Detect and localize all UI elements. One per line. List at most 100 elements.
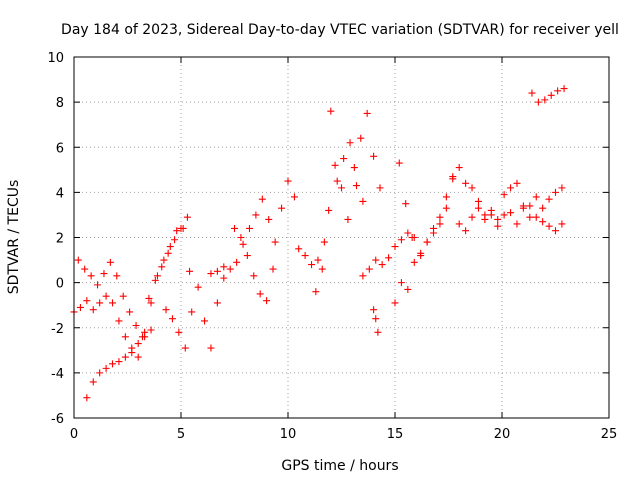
data-point (312, 288, 320, 296)
data-point (96, 369, 104, 377)
series-arc-i (359, 175, 566, 280)
data-point (370, 306, 378, 314)
data-point (243, 252, 251, 260)
data-point (397, 279, 405, 287)
data-point (233, 258, 241, 266)
data-point (256, 290, 264, 298)
data-point (113, 272, 121, 280)
data-point (128, 349, 136, 357)
data-point (402, 200, 410, 208)
data-point (481, 211, 489, 219)
data-point (494, 215, 502, 223)
data-point (201, 317, 209, 325)
data-point (397, 236, 405, 244)
data-point (151, 276, 159, 284)
data-point (462, 227, 470, 235)
x-tick-label: 5 (177, 427, 185, 442)
data-point (239, 240, 247, 248)
data-point (545, 195, 553, 203)
data-point (213, 299, 221, 307)
data-point (500, 211, 508, 219)
data-point (385, 254, 393, 262)
data-point (74, 256, 82, 264)
data-point (265, 215, 273, 223)
series-arc-j (391, 164, 566, 307)
data-point (357, 134, 365, 142)
data-point (474, 197, 482, 205)
data-point (547, 91, 555, 99)
data-point (333, 177, 341, 185)
data-point (220, 274, 228, 282)
y-tick-label: -4 (51, 367, 64, 382)
data-point (513, 220, 521, 228)
data-point (378, 261, 386, 269)
data-point (213, 267, 221, 275)
data-point (271, 238, 279, 246)
data-point (134, 353, 142, 361)
data-point (539, 218, 547, 226)
y-tick-label: 10 (47, 51, 64, 66)
series-arc-h (312, 109, 384, 296)
series-arc-m (370, 306, 382, 336)
data-point (226, 265, 234, 273)
data-point (519, 202, 527, 210)
data-point (320, 238, 328, 246)
data-point (526, 202, 534, 210)
data-point (442, 193, 450, 201)
data-point (346, 139, 354, 147)
data-point (290, 193, 298, 201)
data-point (513, 179, 521, 187)
data-point (166, 243, 174, 251)
data-point (89, 306, 97, 314)
data-point (539, 204, 547, 212)
data-point (359, 197, 367, 205)
data-point (532, 213, 540, 221)
data-point (395, 159, 403, 167)
data-point (487, 211, 495, 219)
data-point (436, 220, 444, 228)
data-point (376, 184, 384, 192)
data-point (545, 222, 553, 230)
data-point (314, 256, 322, 264)
data-point (455, 164, 463, 172)
data-point (552, 227, 559, 235)
series-arc-l (528, 85, 568, 106)
data-point (295, 245, 303, 253)
data-point (269, 265, 277, 273)
data-point (560, 85, 568, 93)
series-arc-g (295, 107, 367, 269)
data-point (83, 394, 91, 402)
data-point (442, 204, 450, 212)
data-point (308, 261, 316, 269)
data-point (430, 224, 438, 232)
data-point (237, 234, 245, 241)
data-point (372, 256, 380, 264)
data-point (408, 234, 416, 241)
data-point (404, 285, 412, 293)
data-point (558, 220, 566, 228)
data-point (220, 263, 228, 271)
data-point (89, 378, 97, 386)
data-point (173, 227, 181, 235)
data-point (115, 317, 123, 325)
series-arc-k (395, 159, 416, 241)
data-point (417, 249, 425, 257)
data-point (370, 152, 378, 160)
x-axis-title: GPS time / hours (281, 458, 398, 474)
data-point (554, 87, 562, 95)
y-tick-label: 6 (56, 141, 64, 156)
data-point (359, 272, 367, 280)
data-point (404, 229, 412, 237)
data-point (126, 308, 134, 316)
y-tick-label: 8 (56, 96, 64, 111)
data-point (186, 267, 194, 275)
y-tick-label: 2 (56, 232, 64, 247)
data-point (474, 204, 482, 212)
data-point (164, 249, 172, 257)
data-point (188, 308, 196, 316)
data-point (160, 256, 168, 264)
data-point (100, 270, 108, 278)
data-point (141, 333, 149, 341)
data-point (258, 195, 266, 203)
